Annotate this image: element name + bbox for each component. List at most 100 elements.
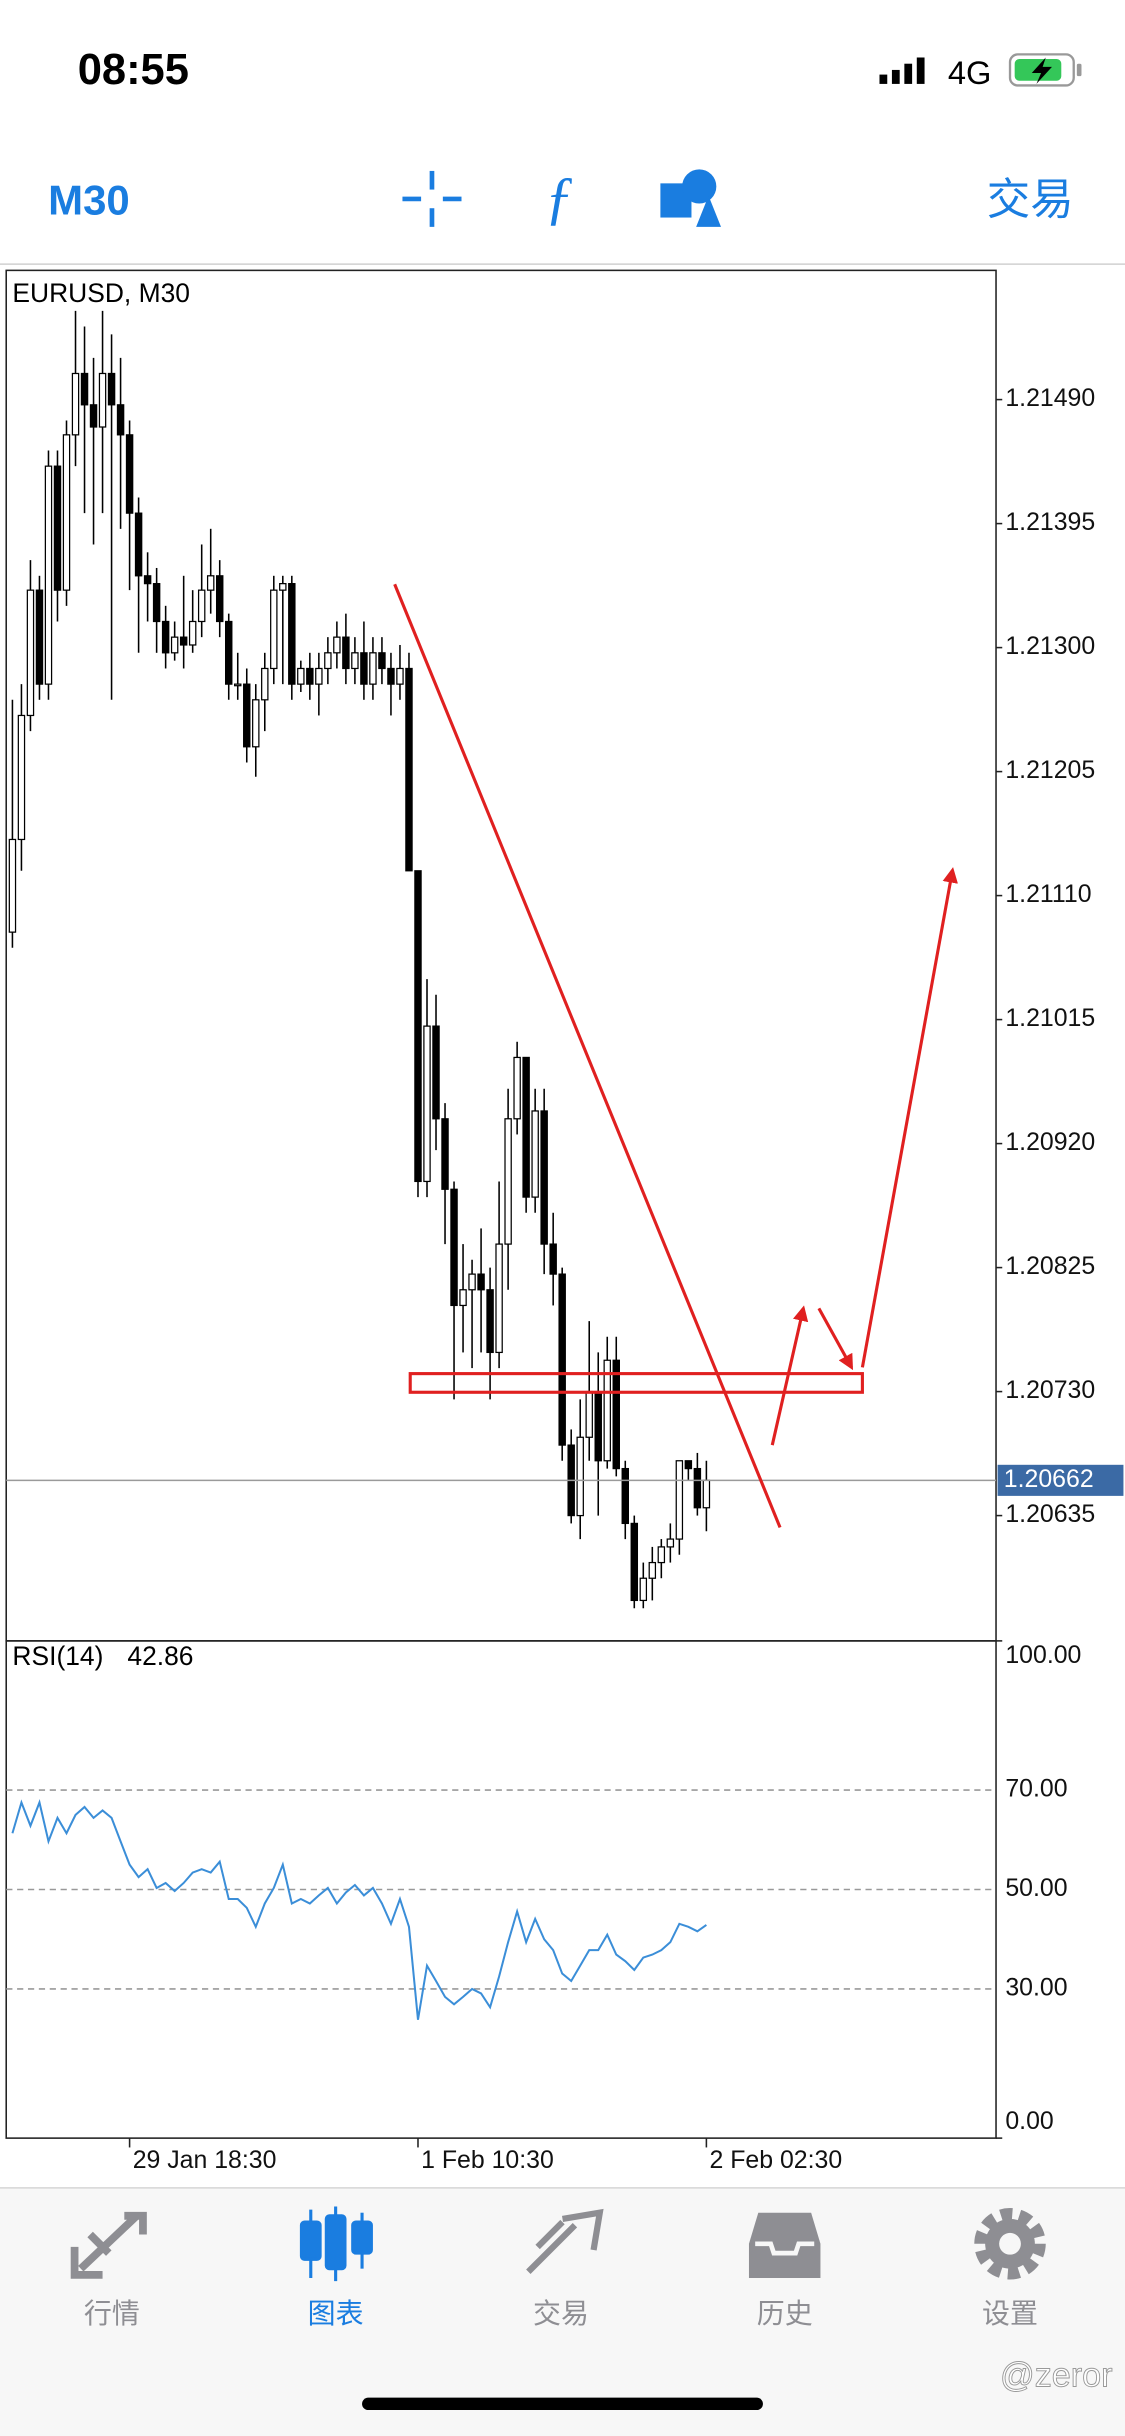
candle-body [324, 652, 332, 670]
y-tick-label: 50.00 [1005, 1874, 1067, 1902]
objects-button[interactable] [660, 169, 721, 227]
candle-body [116, 404, 125, 436]
y-tick-label: 1.20730 [1005, 1376, 1095, 1404]
candle-body [143, 575, 152, 585]
tab-history[interactable]: 历史 [748, 2212, 821, 2329]
y-tick-label: 1.21395 [1005, 508, 1095, 536]
rsi-value: 42.86 [127, 1641, 193, 1671]
plot: 1.21490 1.21395 1.21300 1.21205 1.21110 1.210… [6, 310, 1124, 2174]
candle-body [657, 1546, 666, 1564]
x-tick-label: 2 Feb 02:30 [709, 2146, 842, 2174]
current-price-label: 1.20662 [1004, 1465, 1094, 1493]
candle-body [152, 583, 161, 623]
candle-body [576, 1436, 584, 1517]
candle-body [351, 652, 359, 670]
candle-body [450, 1188, 458, 1307]
candle-body [215, 575, 224, 623]
candle-body [396, 667, 404, 685]
candle-body [270, 589, 278, 670]
arrow [817, 1307, 854, 1371]
candle-body [62, 434, 71, 591]
tab-label: 图表 [308, 2298, 364, 2329]
candle-body [648, 1561, 657, 1579]
candle-body [35, 589, 44, 685]
candle-body [288, 583, 296, 685]
candle-body [414, 870, 422, 1183]
candle-body [423, 1025, 431, 1183]
tab-chart[interactable]: 图表 [299, 2206, 373, 2329]
rsi-title: RSI(14) [12, 1641, 103, 1671]
candle-body [486, 1289, 494, 1354]
indicator-button[interactable]: ƒ [545, 165, 575, 231]
candle-body [71, 372, 80, 436]
crosshair-button[interactable] [402, 170, 462, 227]
home-indicator [362, 2397, 763, 2411]
candle-body [8, 838, 17, 933]
candle-body [224, 620, 233, 685]
price-panel [5, 269, 997, 1642]
candle-body [549, 1243, 557, 1275]
candle-body [468, 1273, 476, 1291]
y-tick-label: 1.21110 [1005, 880, 1091, 908]
candle-body [234, 683, 242, 687]
candle-body [80, 372, 89, 406]
candle-body [378, 652, 386, 670]
current-price-box [997, 1464, 1124, 1496]
candle-body [540, 1110, 548, 1245]
candle-body [369, 652, 377, 685]
candle-body [188, 620, 197, 646]
candle-body [594, 1390, 602, 1462]
candle-body [603, 1359, 611, 1462]
arrow [860, 867, 958, 1368]
chart-title: EURUSD, M30 [12, 278, 190, 308]
candle-body [558, 1273, 566, 1446]
rsi-line [11, 1799, 707, 2020]
candle-body [477, 1273, 485, 1291]
candle-body [179, 636, 188, 646]
candle-body [630, 1522, 639, 1602]
tab-bar [0, 2187, 1125, 2436]
trade-button[interactable]: 交易 [987, 176, 1074, 224]
y-tick-label: 1.21490 [1005, 384, 1095, 412]
candle-body [161, 620, 170, 654]
candle-body [459, 1289, 467, 1307]
candle-body [315, 667, 323, 685]
candle-body [53, 465, 62, 591]
y-tick-label: 0.00 [1005, 2107, 1053, 2135]
candle-body [44, 465, 53, 685]
y-tick-label: 1.20920 [1005, 1128, 1095, 1156]
tab-label: 行情 [84, 2298, 140, 2329]
candle-body [89, 404, 98, 428]
candle-body [405, 667, 413, 872]
candle-body [432, 1025, 440, 1120]
candle-body [360, 652, 368, 685]
candle-body [98, 372, 107, 428]
candle-body [342, 636, 350, 670]
candle-body [125, 434, 134, 514]
zone-rect [408, 1372, 864, 1394]
tab-quotes[interactable]: 行情 [70, 2211, 147, 2329]
candle-body [197, 589, 206, 623]
y-tick-label: 30.00 [1005, 1974, 1067, 2002]
candle-body [522, 1056, 530, 1198]
candle-body [17, 714, 26, 841]
watermark: @zeror [1000, 2357, 1113, 2395]
tab-label: 设置 [982, 2298, 1038, 2329]
candle-body [243, 683, 251, 748]
candle-body [134, 512, 143, 577]
tab-settings[interactable]: 设置 [974, 2208, 1046, 2329]
candle-body [306, 667, 314, 685]
drawings [393, 583, 958, 1529]
timeframe-button[interactable]: M30 [48, 176, 130, 223]
candle-body [279, 583, 287, 591]
tab-trade[interactable]: 交易 [526, 2208, 604, 2329]
tab-label: 交易 [533, 2298, 589, 2329]
signal-icon [879, 57, 925, 84]
candle-body [261, 667, 269, 701]
y-tick-label: 100.00 [1005, 1641, 1081, 1669]
candle-body [107, 372, 116, 406]
y-tick-label: 1.20825 [1005, 1252, 1095, 1280]
